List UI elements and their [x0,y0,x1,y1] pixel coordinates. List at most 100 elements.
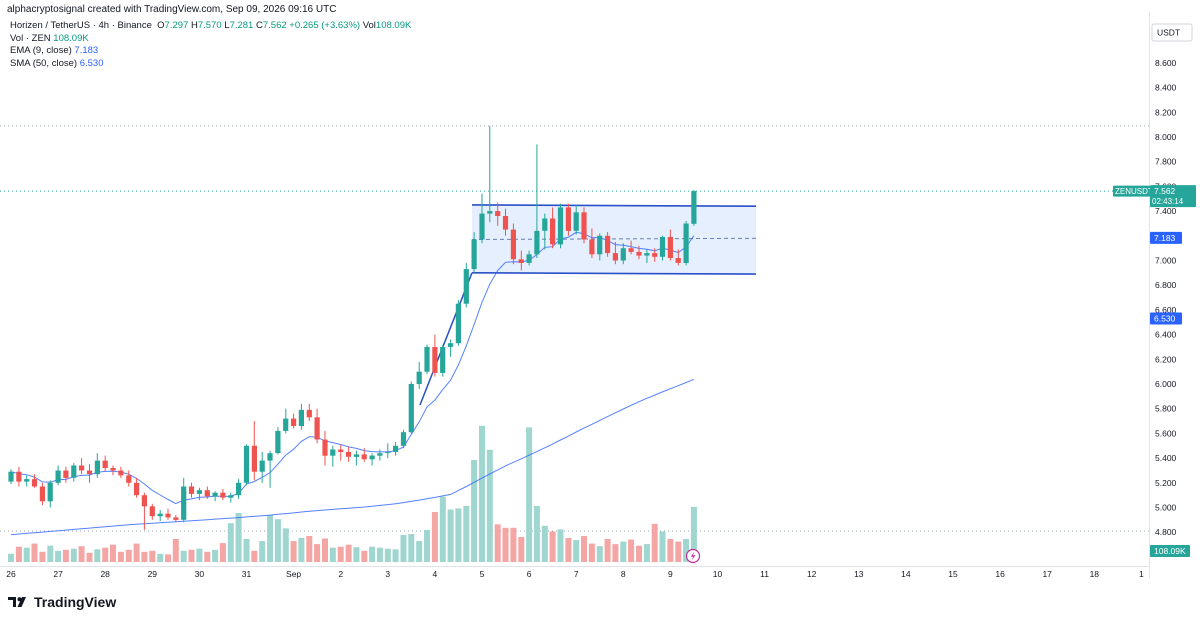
time-scale-labels: 26 27 28 29 30 31 Sep 2 3 4 5 6 7 8 9 10 11 12 13 14 15 16 17 1… [6,569,1144,579]
time-tick-label: 5 [480,569,485,579]
volume-bar [424,529,430,562]
candle-body [597,235,603,255]
symbol-title[interactable]: Horizen / TetherUS · 4h · Binance [10,20,152,31]
candle-body [573,212,579,231]
volume-bar [125,549,132,562]
candle-body [636,251,642,256]
price-tick-label: 5.200 [1155,478,1177,488]
volume-indicator-label: Vol · ZEN [10,32,51,44]
price-tick-label: 8.400 [1155,83,1177,93]
svg-text:6.530: 6.530 [1154,314,1176,324]
close-value: 7.562 [262,20,287,31]
candle-body [667,237,673,258]
candle-body [400,432,407,446]
candle-body [620,248,626,261]
volume-bar [329,547,336,562]
candle-body [118,470,124,476]
change-value: +0.265 (+3.63%) [289,20,361,31]
candle-body [126,475,132,483]
volume-bar [86,552,93,562]
volume-bar [47,545,54,562]
volume-bar [180,550,187,562]
volume-bar [235,513,242,562]
legend-sma-row[interactable]: SMA (50, close) 6.530 [10,58,411,71]
symbol-price-tag[interactable]: ZENUSDT [1113,185,1153,197]
volume-bar [541,525,548,562]
volume-bar [628,539,635,562]
candle-body [644,253,650,256]
countdown-timer: 02:43:14 [1152,197,1184,206]
currency-box[interactable] [1151,23,1193,42]
time-tick-label: 27 [53,569,63,579]
volume-bar [188,549,195,562]
time-tick-label: 6 [527,569,532,579]
candle-body [55,470,61,483]
candle-body [236,482,242,496]
ema-price-tag[interactable]: 7.183 [1150,231,1182,244]
last-price-tag[interactable]: 7.562 02:43:14 [1150,185,1196,208]
legend-main-row: Horizen / TetherUS · 4h · Binance O7.297… [10,20,411,33]
time-tick-label: 8 [621,569,626,579]
candle-body [659,237,666,257]
candle-body [330,449,336,456]
ema-9-line [10,231,695,505]
volume-tag[interactable]: 108.09K [1150,545,1190,557]
candlesticks [8,125,697,530]
volume-bar [196,548,203,562]
volume-bars [8,425,697,563]
volume-bar [274,519,281,562]
candle-body [212,492,218,497]
candle-body [94,460,100,475]
lightning-icon[interactable] [685,548,701,564]
volume-bar [596,546,603,562]
tradingview-logo[interactable]: TradingView [8,594,116,610]
price-tick-label: 6.800 [1155,280,1177,290]
candle-body [589,239,595,255]
candle-body [550,218,556,245]
candle-body [110,468,116,471]
volume-bar [172,539,179,562]
candle-body [251,445,257,472]
candle-body [581,212,587,240]
candle-body [31,479,38,487]
volume-bar [345,544,352,562]
volume-bar [70,548,77,562]
volume-bar [141,551,148,562]
candle-body [385,451,391,454]
high-key: H [190,20,198,31]
candle-body [683,223,689,263]
candle-body [526,254,532,263]
volume-bar [565,538,572,562]
price-tick-label: 6.400 [1155,330,1177,340]
candle-body [448,343,454,347]
price-tick-label: 8.200 [1155,107,1177,117]
volume-bar [408,534,415,563]
time-tick-label: 13 [854,569,864,579]
volume-bar [290,541,297,562]
volume-bar [39,551,46,562]
volume-bar [369,546,376,562]
volume-bar [94,549,101,563]
price-tick-label: 8.600 [1155,58,1177,68]
sma-price-tag[interactable]: 6.530 [1150,312,1182,325]
candle-body [173,517,179,520]
time-tick-label: 9 [668,569,673,579]
candle-body [149,506,155,517]
volume-bar [431,512,438,562]
volume-bar [557,529,564,562]
volume-bar [690,506,697,562]
candle-body [487,211,493,214]
candle-body [612,253,618,261]
candle-body [228,495,234,498]
legend-volume-row[interactable]: Vol · ZEN 108.09K [10,33,411,46]
volume-bar [322,538,328,562]
candle-body [196,490,202,494]
legend-ema-row[interactable]: EMA (9, close) 7.183 [10,45,411,58]
time-tick-label: 31 [242,569,252,579]
chart-credit: alphacryptosignal created with TradingVi… [7,4,337,15]
volume-bar [149,550,156,562]
time-tick-label: 11 [760,569,769,579]
volume-bar [384,548,391,562]
volume-bar [510,527,517,562]
